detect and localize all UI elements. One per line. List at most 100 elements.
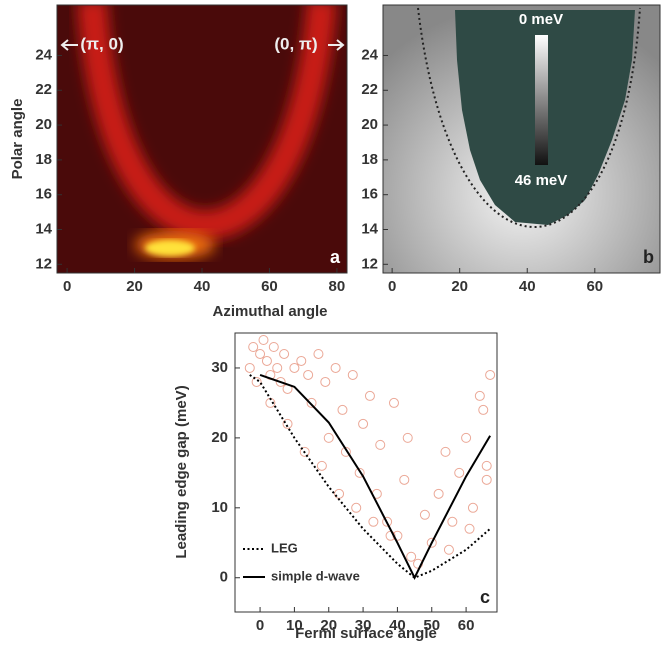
scatter-point — [388, 397, 399, 408]
scatter-point — [347, 369, 358, 380]
scatter-point — [255, 348, 266, 359]
y-tick-label: 20 — [35, 116, 52, 133]
scatter-point — [481, 474, 492, 485]
scatter-point — [399, 474, 410, 485]
scatter-point — [354, 467, 365, 478]
y-axis-label: Leading edge gap (meV) — [173, 385, 190, 558]
x-tick-label: 60 — [261, 278, 278, 295]
scatter-point — [467, 502, 478, 513]
scatter-point — [320, 376, 331, 387]
scatter-point — [261, 355, 272, 366]
scatter-point — [454, 467, 465, 478]
scatter-point — [368, 516, 379, 527]
annotation: (0, π) — [274, 34, 317, 53]
x-tick-label: 0 — [63, 278, 71, 295]
scatter-point — [272, 362, 283, 373]
x-tick-label: 60 — [586, 278, 603, 295]
x-tick-label: 20 — [451, 278, 468, 295]
y-tick-label: 30 — [211, 359, 228, 376]
arrows — [60, 39, 345, 51]
scatter-point — [282, 418, 293, 429]
legend-label: simple d-wave — [271, 568, 360, 583]
scatter-point — [433, 488, 444, 499]
y-tick-label: 16 — [35, 186, 52, 203]
x-tick-label: 60 — [458, 617, 475, 634]
y-tick-label: 0 — [220, 569, 228, 586]
y-tick-label: 24 — [35, 46, 52, 63]
x-tick-label: 80 — [329, 278, 346, 295]
heatmap-b — [383, 5, 660, 273]
scatter-point — [481, 460, 492, 471]
x-tick-label: 50 — [423, 617, 440, 634]
panel-label: c — [480, 587, 490, 607]
scatter-point — [364, 390, 375, 401]
scatter-point — [406, 551, 417, 562]
y-tick-label: 12 — [361, 255, 378, 272]
y-tick-label: 20 — [211, 429, 228, 446]
heatmap-a — [57, 5, 347, 273]
line-series — [259, 374, 491, 581]
x-axis-label: Fermi surface angle — [295, 625, 437, 642]
scatter-point — [313, 348, 324, 359]
scatter-point — [296, 355, 307, 366]
scatter-point — [474, 390, 485, 401]
y-tick-label: 16 — [361, 186, 378, 203]
scatter-point — [306, 397, 317, 408]
scatter-point — [323, 432, 334, 443]
scatter-point — [279, 348, 290, 359]
x-axis-label: Azimuthal angle — [212, 303, 327, 320]
y-tick-label: 24 — [361, 46, 378, 63]
scatter-point — [340, 446, 351, 457]
scatter-point — [440, 446, 451, 457]
y-tick-label: 14 — [35, 220, 52, 237]
x-tick-label: 40 — [519, 278, 536, 295]
scatter-point — [330, 362, 341, 373]
scatter-point — [464, 523, 475, 534]
scatter-point — [419, 509, 430, 520]
x-tick-label: 40 — [389, 617, 406, 634]
scatter-point — [351, 502, 362, 513]
scatter-point — [258, 334, 269, 345]
legend-label: LEG — [271, 540, 298, 555]
y-tick-label: 20 — [361, 116, 378, 133]
y-axis-label: Polar angle — [9, 99, 26, 180]
scatter-point — [382, 516, 393, 527]
scatter-point — [275, 376, 286, 387]
scatter-point — [443, 544, 454, 555]
scatter-point — [485, 369, 496, 380]
panel-label: b — [643, 247, 654, 267]
x-tick-label: 0 — [256, 617, 264, 634]
y-tick-label: 22 — [35, 81, 52, 98]
y-tick-label: 18 — [361, 151, 378, 168]
scatter-point — [299, 446, 310, 457]
scatter-point — [358, 418, 369, 429]
annotation: (π, 0) — [80, 34, 123, 53]
scatter-point — [402, 432, 413, 443]
scatter-point — [316, 460, 327, 471]
y-tick-label: 10 — [211, 499, 228, 516]
scatter-point — [303, 369, 314, 380]
y-tick-label: 14 — [361, 220, 378, 237]
x-tick-label: 30 — [355, 617, 372, 634]
scatter-point — [337, 404, 348, 415]
scatter-point — [461, 432, 472, 443]
scatter-point — [268, 341, 279, 352]
line-series — [249, 374, 491, 579]
y-tick-label: 22 — [361, 81, 378, 98]
x-tick-label: 20 — [320, 617, 337, 634]
scatter-point — [251, 376, 262, 387]
x-tick-label: 20 — [126, 278, 143, 295]
panel-label: a — [330, 247, 341, 267]
scatter-point — [447, 516, 458, 527]
scatter-point — [248, 341, 259, 352]
y-tick-label: 12 — [35, 255, 52, 272]
scatter-point — [478, 404, 489, 415]
colorbar-label: 46 meV — [515, 172, 568, 189]
x-tick-label: 0 — [388, 278, 396, 295]
scatter-point — [426, 537, 437, 548]
scatter-point — [375, 439, 386, 450]
frame-b — [382, 4, 661, 274]
colorbar-label: 0 meV — [519, 11, 563, 28]
frame-c — [234, 332, 498, 613]
